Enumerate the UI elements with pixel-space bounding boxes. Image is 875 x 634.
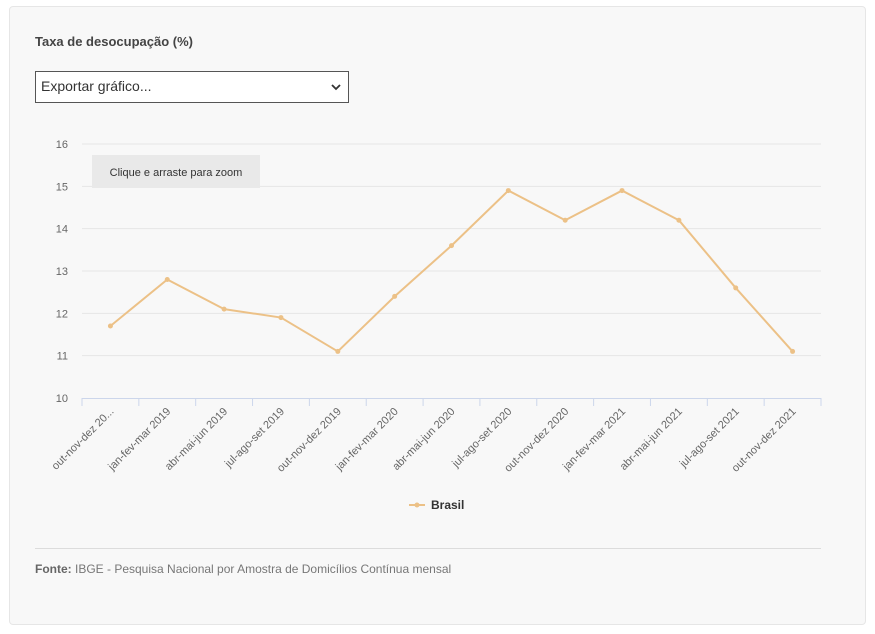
x-axis-ticks: out-nov-dez 20...jan-fev-mar 2019abr-mai… [50, 406, 799, 475]
data-point[interactable] [392, 293, 398, 299]
data-point[interactable] [278, 315, 284, 321]
zoom-hint: Clique e arraste para zoom [92, 155, 260, 188]
y-tick-label: 15 [56, 181, 68, 193]
chevron-down-icon [331, 84, 341, 91]
source-text: IBGE - Pesquisa Nacional por Amostra de … [71, 562, 452, 576]
series-group [107, 188, 796, 354]
x-tick-label: abr-mai-jun 2021 [618, 406, 685, 473]
data-point[interactable] [790, 348, 796, 354]
zoom-hint-text: Clique e arraste para zoom [110, 167, 243, 179]
x-tick-label: jul-ago-set 2019 [222, 406, 287, 471]
y-tick-label: 16 [56, 139, 68, 151]
x-tick-label: out-nov-dez 20... [50, 406, 117, 473]
data-point[interactable] [619, 188, 625, 194]
legend-label[interactable]: Brasil [431, 498, 464, 512]
zoom-hint-box [92, 155, 260, 188]
gridlines [82, 143, 821, 357]
x-tick-label: jul-ago-set 2021 [677, 406, 742, 471]
source-label: Fonte: [35, 562, 72, 576]
y-tick-label: 11 [57, 351, 68, 363]
x-tick-label: jul-ago-set 2020 [449, 406, 514, 471]
y-axis-ticks: 10 11 12 13 14 15 16 [56, 139, 68, 405]
x-axis [81, 398, 822, 406]
data-point[interactable] [107, 323, 113, 329]
data-point[interactable] [221, 306, 227, 312]
export-select-value: Exportar gráfico... [41, 78, 152, 94]
y-tick-label: 13 [56, 266, 68, 278]
data-point[interactable] [505, 188, 511, 194]
data-point[interactable] [676, 217, 682, 223]
chart-card [9, 6, 866, 625]
x-tick-label: abr-mai-jun 2019 [163, 406, 230, 473]
x-tick-label: out-nov-dez 2021 [730, 406, 799, 475]
y-tick-label: 12 [56, 308, 68, 320]
footer-divider [35, 548, 821, 549]
data-point[interactable] [449, 243, 454, 249]
data-point[interactable] [733, 285, 739, 291]
y-tick-label: 14 [56, 224, 68, 236]
data-point[interactable] [335, 348, 341, 354]
legend-marker [414, 502, 420, 508]
legend[interactable]: Brasil [409, 498, 464, 512]
y-tick-label: 10 [56, 393, 68, 405]
chart-title: Taxa de desocupação (%) [35, 34, 193, 49]
x-tick-label: abr-mai-jun 2020 [390, 406, 457, 473]
source-note: Fonte: IBGE - Pesquisa Nacional por Amos… [35, 562, 451, 576]
export-chart-select[interactable]: Exportar gráfico... [35, 71, 349, 103]
data-point[interactable] [164, 276, 170, 282]
data-point[interactable] [562, 217, 568, 223]
